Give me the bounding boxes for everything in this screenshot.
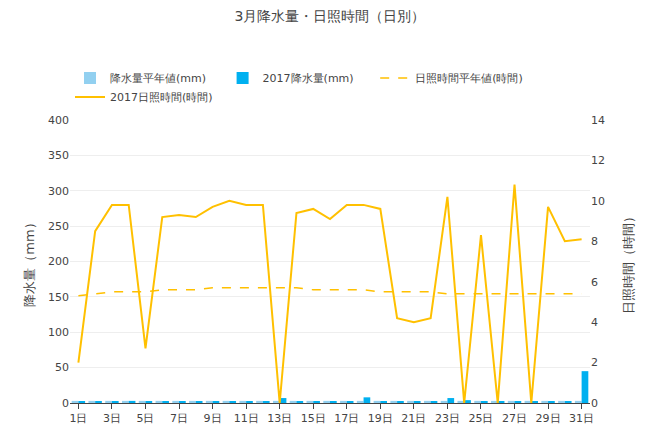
svg-text:25日: 25日 [468,412,493,425]
svg-text:12: 12 [591,154,605,167]
svg-text:2: 2 [591,356,598,369]
svg-text:250: 250 [48,220,69,233]
svg-text:降水量平年値(mm): 降水量平年値(mm) [110,72,206,85]
svg-text:17日: 17日 [334,412,359,425]
svg-text:27日: 27日 [502,412,527,425]
svg-text:日照時間（時間）: 日照時間（時間） [621,210,636,314]
svg-text:400: 400 [48,114,69,127]
svg-text:31日: 31日 [569,412,594,425]
svg-text:4: 4 [591,316,598,329]
svg-text:300: 300 [48,185,69,198]
svg-text:19日: 19日 [368,412,393,425]
svg-text:5日: 5日 [136,412,154,425]
svg-text:14: 14 [591,114,605,127]
svg-text:7日: 7日 [170,412,188,425]
svg-text:降水量（mm）: 降水量（mm） [22,216,37,306]
svg-text:6: 6 [591,276,598,289]
svg-text:29日: 29日 [536,412,561,425]
svg-text:0: 0 [62,397,69,410]
svg-text:15日: 15日 [301,412,326,425]
svg-text:23日: 23日 [435,412,460,425]
svg-text:日照時間平年値(時間): 日照時間平年値(時間) [415,72,523,85]
svg-text:150: 150 [48,291,69,304]
svg-text:100: 100 [48,326,69,339]
svg-text:2017降水量(mm): 2017降水量(mm) [263,72,354,85]
svg-text:350: 350 [48,149,69,162]
svg-text:10: 10 [591,195,605,208]
svg-text:2017日照時間(時間): 2017日照時間(時間) [110,91,213,104]
svg-text:13日: 13日 [267,412,292,425]
svg-text:3月降水量・日照時間（日別）: 3月降水量・日照時間（日別） [235,8,426,24]
svg-text:3日: 3日 [103,412,121,425]
svg-text:50: 50 [55,361,69,374]
svg-text:0: 0 [591,397,598,410]
svg-text:9日: 9日 [204,412,222,425]
svg-text:11日: 11日 [234,412,259,425]
svg-text:200: 200 [48,255,69,268]
svg-text:21日: 21日 [401,412,426,425]
svg-text:8: 8 [591,235,598,248]
svg-text:1日: 1日 [69,412,87,425]
